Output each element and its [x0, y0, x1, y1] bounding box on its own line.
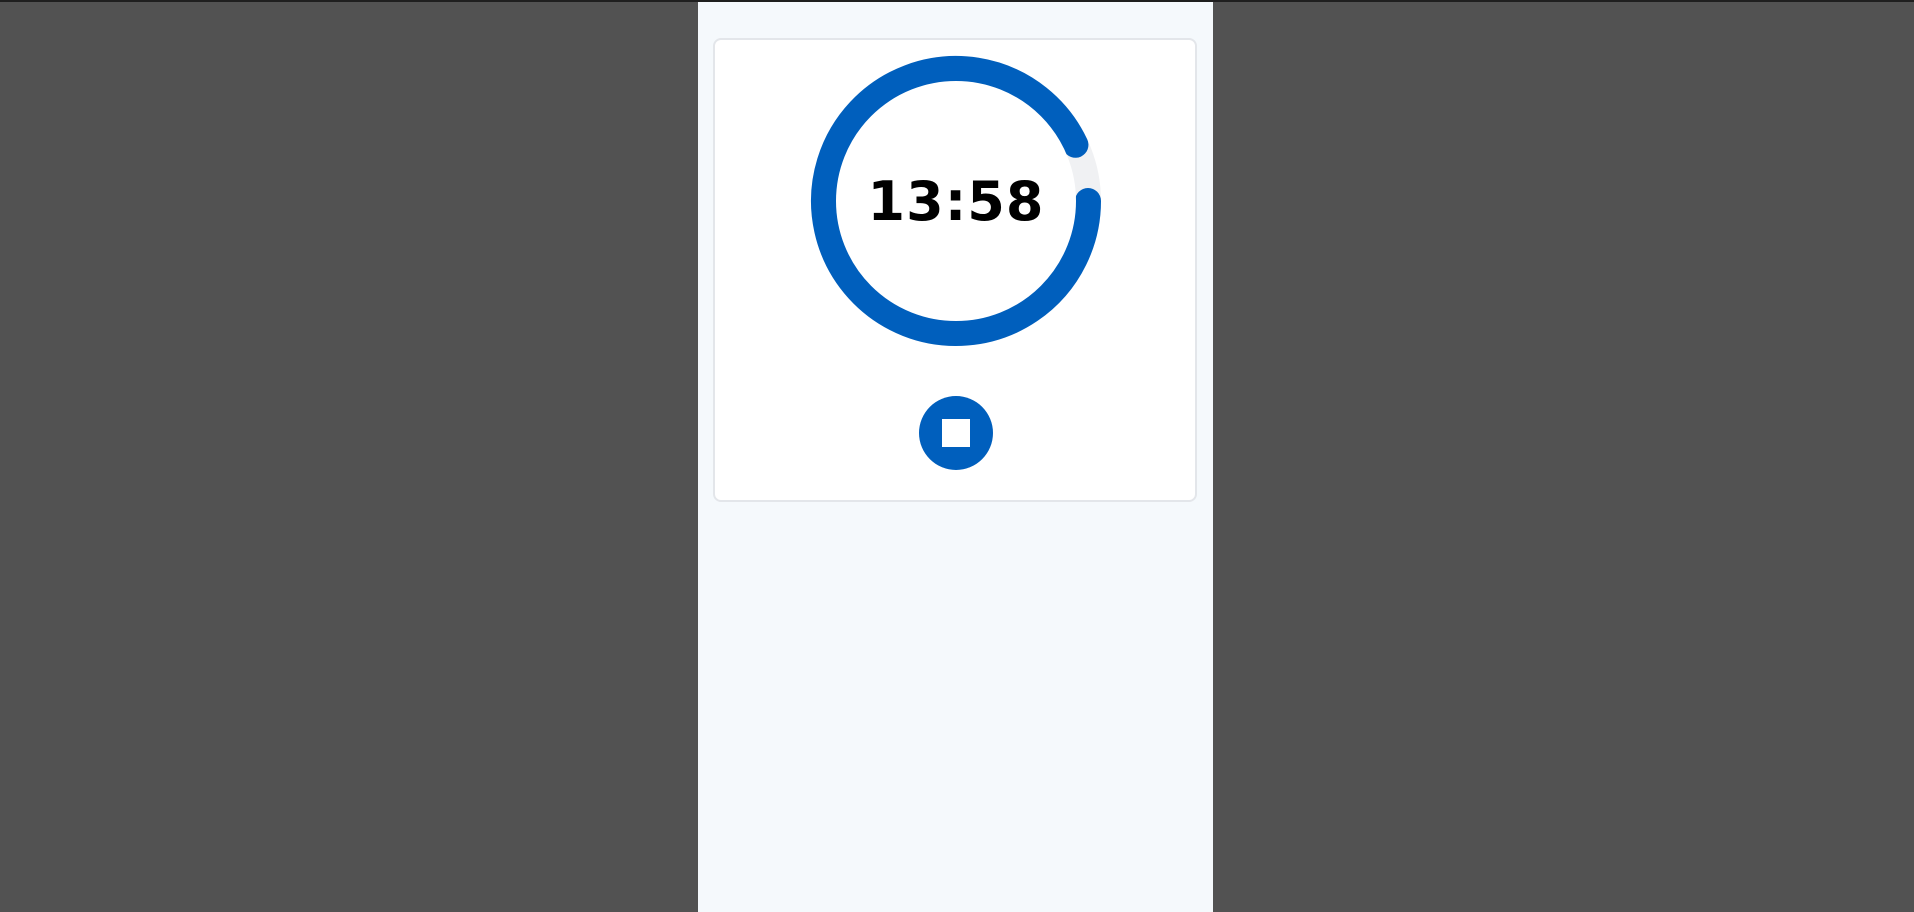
- timer-panel: 13:58: [698, 2, 1213, 912]
- progress-ring-arc: [811, 56, 1101, 346]
- progress-ring-inner-ring: [836, 81, 1076, 321]
- progress-ring-svg: [811, 56, 1101, 346]
- stop-button[interactable]: [919, 396, 993, 470]
- time-remaining-label: 13:58: [867, 169, 1045, 233]
- timer-card: 13:58: [713, 38, 1197, 502]
- stop-icon: [942, 419, 970, 447]
- window-top-border: [0, 0, 1914, 2]
- progress-ring: 13:58: [809, 54, 1103, 348]
